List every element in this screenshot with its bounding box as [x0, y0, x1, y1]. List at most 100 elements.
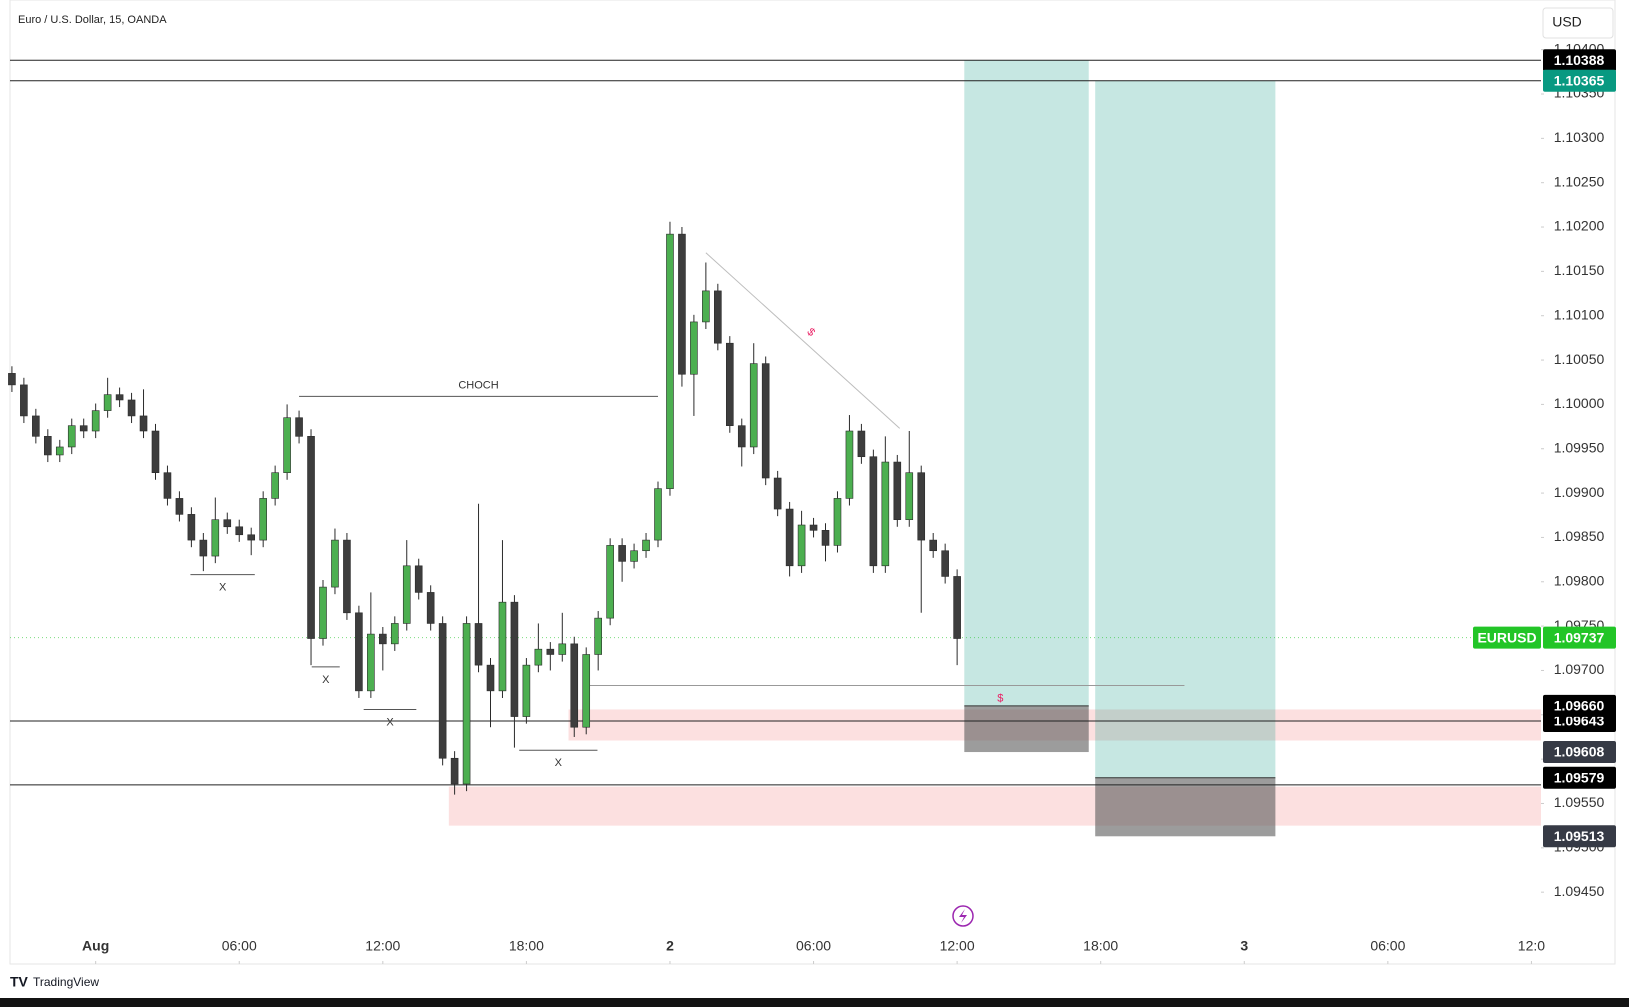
candle-body — [773, 477, 782, 510]
candle-body — [307, 436, 315, 639]
bottom-bar — [0, 998, 1629, 1007]
candle-body — [139, 415, 148, 432]
candle-body — [749, 363, 758, 448]
candle-body — [402, 565, 411, 624]
candle-body — [917, 472, 926, 541]
candle-body — [737, 425, 746, 448]
candle-body — [869, 456, 878, 567]
price-box — [1543, 694, 1616, 717]
annotation-text: X — [386, 716, 394, 728]
y-tick-label: 1.09800 — [1554, 572, 1605, 588]
x-tick-label: 06:00 — [1370, 938, 1405, 954]
candle-body — [175, 498, 184, 515]
annotation-text: X — [322, 674, 330, 686]
y-tick-label: 1.09550 — [1554, 794, 1605, 810]
annotation-text: CHOCH — [458, 379, 498, 391]
brand: TradingView — [33, 975, 99, 989]
y-tick-label: 1.10250 — [1554, 173, 1605, 189]
x-tick-label: 12:00 — [940, 938, 975, 954]
candle-body — [79, 425, 88, 432]
x-tick-label: 12:00 — [365, 938, 400, 954]
candle-body — [510, 601, 519, 717]
candle-body — [845, 430, 854, 499]
candle-body — [450, 757, 459, 785]
candle-body — [941, 550, 949, 577]
y-tick-label: 1.09950 — [1554, 439, 1605, 455]
candle-body — [582, 654, 591, 728]
candle-body — [115, 394, 124, 401]
last-price-label: 1.09737 — [1554, 629, 1605, 645]
candle-body — [283, 417, 291, 473]
candle-body — [690, 321, 698, 375]
event-icon[interactable] — [952, 905, 974, 927]
y-tick-label: 1.10050 — [1554, 351, 1605, 367]
x-tick-label: 3 — [1240, 938, 1248, 954]
candle-body — [199, 539, 208, 557]
x-tick-label: 06:00 — [222, 938, 257, 954]
candle-body — [235, 526, 244, 536]
y-tick-label: 1.09850 — [1554, 528, 1605, 544]
candle-body — [426, 592, 435, 624]
position-profit — [1095, 80, 1276, 778]
candle-body — [8, 373, 16, 386]
candle-body — [127, 399, 136, 417]
candle-body — [247, 534, 256, 541]
axes: 1.094501.095001.095501.096001.096501.097… — [82, 40, 1616, 964]
position-loss — [964, 705, 1089, 753]
currency: USD — [1552, 14, 1582, 30]
price-box-label: 1.09660 — [1554, 698, 1605, 714]
candle-body — [761, 363, 770, 479]
zone — [448, 786, 1542, 826]
candle-body — [558, 643, 567, 655]
candle-body — [833, 498, 842, 546]
candle-body — [618, 545, 626, 562]
x-tick-label: 2 — [666, 938, 674, 954]
trendline — [705, 252, 901, 429]
price-box-label: 1.09513 — [1554, 828, 1605, 844]
candle-body — [55, 446, 64, 456]
price-box — [1543, 825, 1616, 848]
candle-body — [367, 633, 375, 692]
candle-body — [163, 472, 172, 499]
x-tick-label: 06:00 — [796, 938, 831, 954]
candle-body — [390, 623, 399, 645]
candle-body — [905, 472, 914, 520]
candle-body — [893, 461, 902, 520]
y-tick-label: 1.10000 — [1554, 395, 1605, 411]
x-tick-label: 12:0 — [1518, 938, 1545, 954]
last-price-box — [1543, 626, 1616, 649]
candle-body — [91, 410, 100, 432]
candle-body — [785, 508, 794, 567]
price-box-label: 1.10388 — [1554, 52, 1605, 68]
y-tick-label: 1.09700 — [1554, 661, 1605, 677]
last-price-symbol: EURUSD — [1477, 629, 1536, 645]
candle-body — [486, 664, 495, 692]
position-profit — [964, 60, 1089, 706]
candle-body — [522, 664, 531, 717]
candle-body — [797, 524, 806, 567]
candle-body — [355, 612, 363, 692]
candle-body — [666, 233, 674, 489]
y-tick-label: 1.10150 — [1554, 262, 1605, 278]
y-tick-label: 1.10300 — [1554, 129, 1605, 145]
price-box — [1543, 69, 1616, 92]
candle-body — [462, 623, 471, 785]
y-tick-label: 1.10100 — [1554, 306, 1605, 322]
candle-body — [103, 394, 112, 411]
price-box — [1543, 741, 1616, 764]
candle-body — [223, 519, 232, 528]
candle-body — [438, 623, 447, 759]
candle-body — [259, 498, 267, 541]
y-tick-label: 1.10200 — [1554, 218, 1605, 234]
candle-body — [725, 342, 734, 426]
candle-body — [32, 415, 40, 437]
candle-body — [702, 290, 710, 323]
candle-body — [606, 545, 614, 619]
price-box — [1543, 49, 1616, 72]
price-box — [1543, 766, 1616, 789]
candle-body — [857, 430, 866, 458]
candle-body — [20, 384, 28, 417]
candle-body — [809, 524, 818, 531]
